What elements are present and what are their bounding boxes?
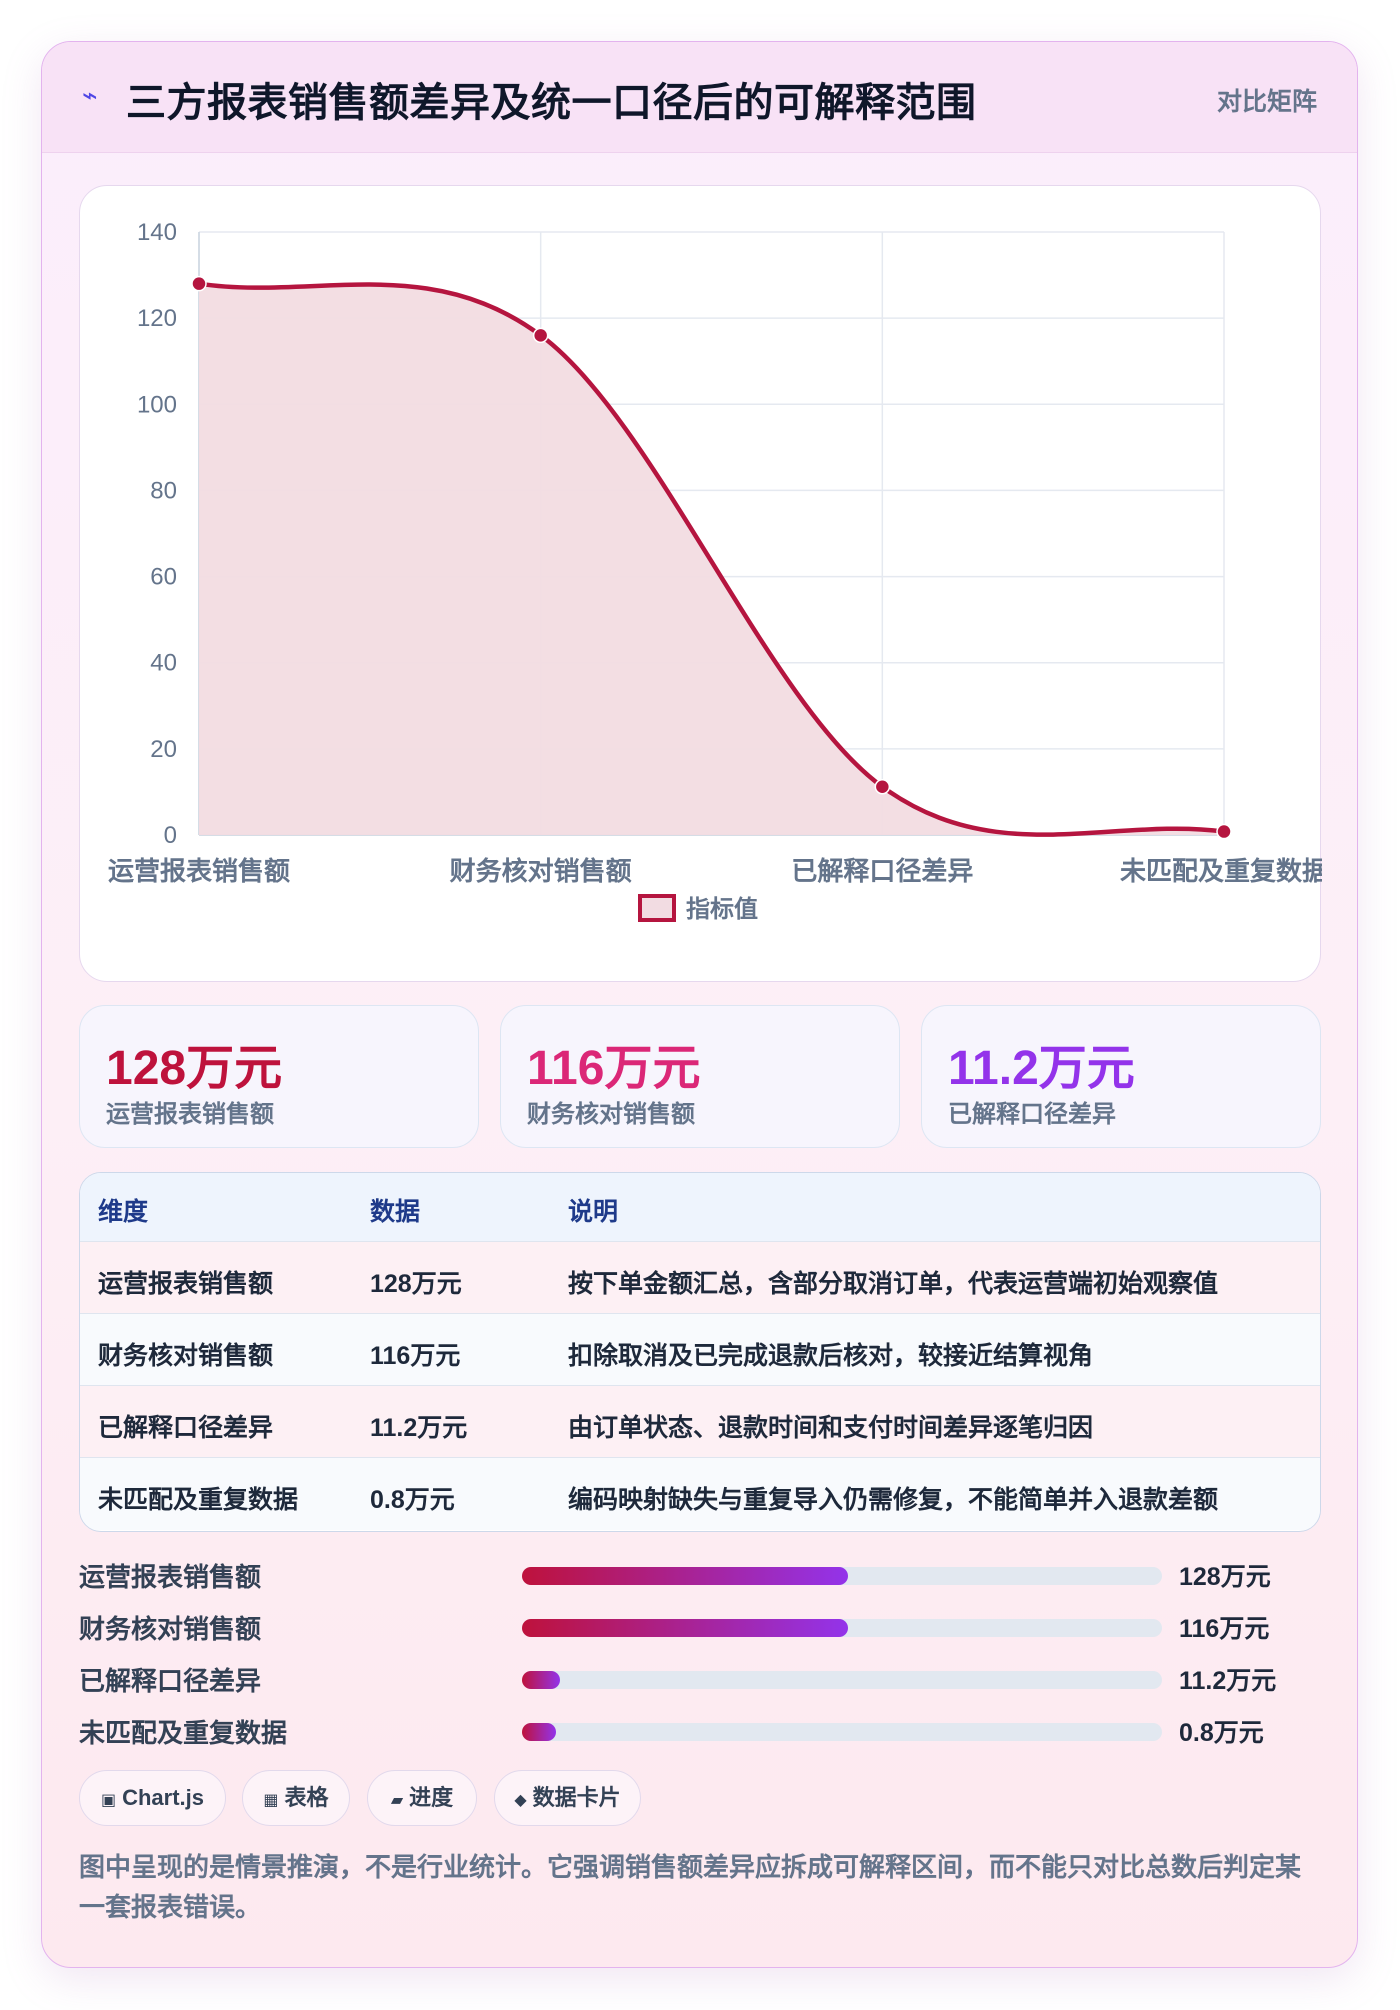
progress-value: 128万元 bbox=[1179, 1563, 1271, 1591]
y-tick-label: 20 bbox=[150, 736, 177, 763]
chip-icon: ▰ bbox=[390, 1792, 404, 1809]
datacard-chip[interactable]: ◆ 数据卡片 bbox=[494, 1770, 641, 1826]
progress-fill bbox=[522, 1567, 849, 1585]
x-tick-label: 运营报表销售额 bbox=[108, 856, 290, 886]
footnote: 图中呈现的是情景推演，不是行业统计。它强调销售额差异应拆成可解释区间，而不能只对… bbox=[79, 1852, 1302, 1922]
page-title: 三方报表销售额差异及统一口径后的可解释范围 bbox=[126, 81, 977, 125]
table-cell: 0.8万元 bbox=[370, 1486, 455, 1514]
chip-label: Chart.js bbox=[122, 1785, 205, 1810]
table-header-cell: 维度 bbox=[98, 1198, 149, 1226]
chip-icon: ▦ bbox=[263, 1792, 279, 1809]
chart-panel: 0 20 40 60 80 100 120 140 运营报表销售额 财务核对销售额 已解释口径差异 未… bbox=[79, 185, 1322, 982]
progress-row: 运营报表销售额 128万元 bbox=[79, 1555, 1321, 1595]
bolt-icon: ⌁ bbox=[82, 80, 98, 110]
y-tick-label: 40 bbox=[150, 650, 177, 677]
x-tick-label: 未匹配及重复数据 bbox=[1120, 856, 1322, 886]
legend-swatch bbox=[638, 894, 676, 922]
kpi-card: 128万元运营报表销售额 bbox=[79, 1005, 479, 1148]
chip-label: 表格 bbox=[284, 1785, 329, 1810]
legend-label: 指标值 bbox=[686, 895, 758, 923]
progress-track bbox=[522, 1723, 1162, 1741]
series-area bbox=[199, 283, 1224, 835]
table-cell: 运营报表销售额 bbox=[98, 1270, 274, 1298]
table-row: 财务核对销售额 116万元 扣除取消及已完成退款后核对，较接近结算视角 bbox=[80, 1313, 1320, 1386]
line-chart: 0 20 40 60 80 100 120 140 运营报表销售额 财务核对销售额 已解释口径差异 未… bbox=[108, 219, 1322, 923]
table-header: 维度 数据 说明 bbox=[80, 1173, 1320, 1242]
table-cell: 由订单状态、退款时间和支付时间差异逐笔归因 bbox=[568, 1414, 1094, 1442]
progress-fill bbox=[522, 1619, 849, 1637]
progress-value: 116万元 bbox=[1179, 1615, 1270, 1643]
table-cell: 扣除取消及已完成退款后核对，较接近结算视角 bbox=[568, 1342, 1094, 1370]
kpi-card: 11.2万元已解释口径差异 bbox=[921, 1005, 1321, 1148]
table-cell: 11.2万元 bbox=[370, 1414, 468, 1442]
data-point bbox=[874, 779, 891, 795]
table-chip[interactable]: ▦ 表格 bbox=[242, 1770, 350, 1826]
progress-label: 运营报表销售额 bbox=[79, 1562, 262, 1592]
progress-row: 财务核对销售额 116万元 bbox=[79, 1607, 1321, 1647]
chartjs-chip[interactable]: ▣ Chart.js bbox=[79, 1770, 226, 1826]
card-header: ⌁ 三方报表销售额差异及统一口径后的可解释范围 对比矩阵 bbox=[42, 42, 1357, 153]
table-row: 已解释口径差异 11.2万元 由订单状态、退款时间和支付时间差异逐笔归因 bbox=[80, 1385, 1320, 1458]
report-card: ⌁ 三方报表销售额差异及统一口径后的可解释范围 对比矩阵 0 20 40 60 80 10… bbox=[41, 41, 1358, 1968]
chip-label: 数据卡片 bbox=[532, 1785, 621, 1810]
header-tag: 对比矩阵 bbox=[1216, 88, 1317, 116]
progress-row: 已解释口径差异 11.2万元 bbox=[79, 1659, 1321, 1699]
progress-value: 11.2万元 bbox=[1179, 1667, 1277, 1695]
progress-chip[interactable]: ▰ 进度 bbox=[367, 1770, 477, 1826]
y-tick-label: 120 bbox=[137, 305, 177, 332]
progress-track bbox=[522, 1671, 1162, 1689]
progress-value: 0.8万元 bbox=[1179, 1719, 1264, 1747]
progress-label: 已解释口径差异 bbox=[79, 1666, 262, 1696]
table-cell: 128万元 bbox=[370, 1270, 462, 1298]
table-row: 未匹配及重复数据 0.8万元 编码映射缺失与重复导入仍需修复，不能简单并入退款差… bbox=[80, 1457, 1320, 1530]
progress-track bbox=[522, 1567, 1162, 1585]
table-cell: 已解释口径差异 bbox=[98, 1414, 274, 1442]
y-tick-label: 60 bbox=[150, 564, 177, 591]
kpi-card: 116万元财务核对销售额 bbox=[500, 1005, 900, 1148]
kpi-label: 运营报表销售额 bbox=[106, 1101, 274, 1128]
y-tick-label: 80 bbox=[150, 477, 177, 504]
progress-label: 财务核对销售额 bbox=[79, 1614, 262, 1644]
x-tick-label: 财务核对销售额 bbox=[450, 856, 632, 886]
series-line bbox=[198, 281, 1225, 837]
table-cell: 116万元 bbox=[370, 1342, 461, 1370]
y-tick-label: 140 bbox=[137, 219, 177, 246]
table-header-cell: 说明 bbox=[568, 1198, 619, 1226]
data-point bbox=[532, 327, 549, 344]
progress-fill bbox=[522, 1671, 561, 1689]
table-cell: 财务核对销售额 bbox=[98, 1342, 274, 1370]
table-cell: 未匹配及重复数据 bbox=[98, 1486, 299, 1514]
table-header-cell: 数据 bbox=[370, 1198, 421, 1226]
y-tick-label: 0 bbox=[164, 822, 177, 849]
kpi-value: 11.2万元 bbox=[948, 1042, 1135, 1095]
progress-label: 未匹配及重复数据 bbox=[79, 1718, 288, 1748]
kpi-label: 已解释口径差异 bbox=[948, 1101, 1116, 1128]
chip-label: 进度 bbox=[409, 1785, 454, 1810]
data-point bbox=[191, 275, 207, 292]
kpi-value: 116万元 bbox=[527, 1042, 701, 1095]
data-point bbox=[1216, 823, 1232, 840]
x-tick-label: 已解释口径差异 bbox=[791, 856, 973, 886]
data-table: 维度 数据 说明 运营报表销售额 128万元 按下单金额汇总，含部分取消订单，代… bbox=[79, 1172, 1321, 1532]
table-cell: 按下单金额汇总，含部分取消订单，代表运营端初始观察值 bbox=[568, 1270, 1219, 1298]
progress-fill bbox=[522, 1723, 556, 1741]
kpi-value: 128万元 bbox=[106, 1042, 283, 1095]
table-cell: 编码映射缺失与重复导入仍需修复，不能简单并入退款差额 bbox=[568, 1486, 1219, 1514]
table-row: 运营报表销售额 128万元 按下单金额汇总，含部分取消订单，代表运营端初始观察值 bbox=[80, 1241, 1320, 1314]
kpi-label: 财务核对销售额 bbox=[527, 1101, 695, 1128]
progress-track bbox=[522, 1619, 1162, 1637]
chip-icon: ▣ bbox=[100, 1792, 117, 1809]
y-tick-label: 100 bbox=[137, 391, 177, 418]
chip-icon: ◆ bbox=[514, 1792, 527, 1809]
progress-row: 未匹配及重复数据 0.8万元 bbox=[79, 1711, 1321, 1751]
